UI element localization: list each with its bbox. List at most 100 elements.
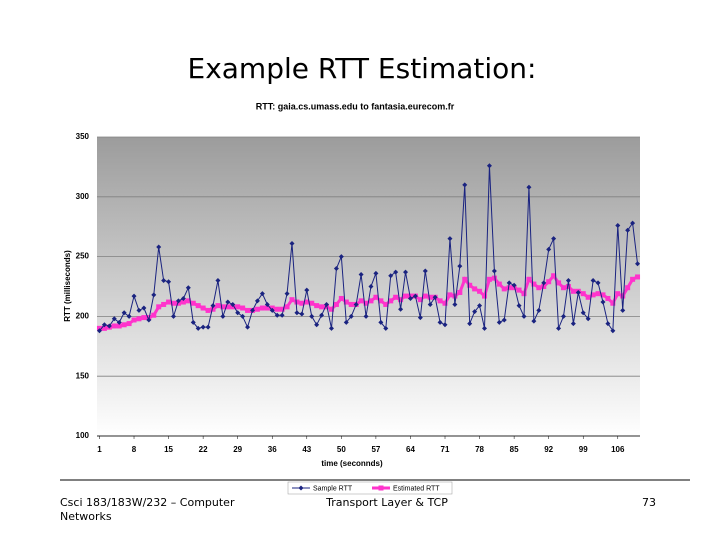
point bbox=[417, 315, 423, 321]
point bbox=[348, 301, 354, 307]
point bbox=[175, 298, 181, 304]
point bbox=[635, 261, 641, 267]
point bbox=[516, 287, 522, 293]
point bbox=[131, 317, 137, 323]
x-tick-label: 29 bbox=[233, 445, 242, 454]
point bbox=[462, 276, 468, 282]
point bbox=[610, 300, 616, 306]
point bbox=[96, 328, 102, 334]
point bbox=[210, 303, 216, 309]
point bbox=[116, 323, 122, 329]
point bbox=[536, 285, 542, 291]
y-tick-label: 300 bbox=[76, 192, 90, 201]
point bbox=[126, 321, 132, 327]
point bbox=[422, 268, 428, 274]
point bbox=[427, 301, 433, 307]
point bbox=[151, 292, 157, 298]
x-tick-label: 1 bbox=[97, 445, 102, 454]
point bbox=[215, 303, 221, 309]
point bbox=[422, 293, 428, 299]
point bbox=[457, 263, 463, 269]
point bbox=[111, 323, 117, 329]
x-tick-label: 43 bbox=[302, 445, 311, 454]
x-tick-label: 71 bbox=[441, 445, 450, 454]
point bbox=[180, 299, 186, 305]
point bbox=[378, 298, 384, 304]
point bbox=[378, 319, 384, 325]
point bbox=[486, 276, 492, 282]
point bbox=[388, 273, 394, 279]
point bbox=[343, 319, 349, 325]
point bbox=[319, 312, 325, 318]
point bbox=[620, 307, 626, 313]
point bbox=[541, 284, 547, 289]
x-tick-label: 92 bbox=[544, 445, 553, 454]
point bbox=[146, 317, 152, 323]
point bbox=[467, 321, 473, 327]
point bbox=[565, 278, 571, 284]
point bbox=[338, 295, 344, 301]
point bbox=[477, 288, 483, 294]
x-tick-label: 78 bbox=[475, 445, 484, 454]
point bbox=[482, 325, 488, 331]
chart-title: RTT: gaia.cs.umass.edu to fantasia.eurec… bbox=[256, 101, 455, 111]
point bbox=[205, 307, 211, 313]
point bbox=[491, 275, 497, 281]
point bbox=[556, 280, 562, 286]
point bbox=[491, 268, 497, 274]
point bbox=[630, 276, 636, 282]
x-tick-label: 106 bbox=[611, 445, 625, 454]
legend bbox=[287, 481, 453, 495]
point bbox=[585, 316, 591, 322]
point bbox=[496, 319, 502, 325]
point bbox=[333, 301, 339, 307]
point bbox=[259, 305, 265, 311]
point bbox=[141, 315, 147, 321]
point bbox=[190, 319, 196, 325]
slide-title: Example RTT Estimation: bbox=[188, 52, 537, 85]
point bbox=[570, 321, 576, 327]
point bbox=[235, 310, 241, 316]
point bbox=[600, 299, 606, 305]
point bbox=[447, 292, 453, 298]
point bbox=[630, 220, 636, 226]
point bbox=[101, 322, 107, 328]
point bbox=[482, 293, 488, 299]
point bbox=[625, 285, 631, 291]
point bbox=[605, 295, 611, 301]
point bbox=[610, 328, 616, 334]
y-tick-label: 150 bbox=[76, 371, 90, 380]
legend-label: Sample RTT bbox=[313, 485, 353, 492]
x-tick-label: 64 bbox=[406, 445, 415, 454]
point bbox=[615, 223, 621, 229]
point bbox=[565, 284, 571, 289]
point bbox=[467, 282, 473, 288]
point bbox=[151, 312, 157, 318]
y-tick-label: 200 bbox=[76, 312, 90, 321]
point bbox=[575, 289, 581, 295]
point bbox=[442, 300, 448, 306]
point bbox=[195, 303, 201, 309]
point bbox=[156, 244, 162, 250]
point bbox=[240, 305, 246, 311]
y-tick-label: 350 bbox=[76, 132, 90, 141]
point bbox=[166, 279, 172, 285]
point bbox=[294, 310, 300, 316]
point bbox=[215, 278, 221, 284]
point bbox=[506, 285, 512, 291]
page-number: 73 bbox=[642, 496, 656, 509]
point bbox=[506, 280, 512, 286]
point bbox=[333, 266, 339, 272]
point bbox=[556, 325, 562, 331]
point bbox=[314, 303, 320, 309]
point bbox=[541, 280, 547, 286]
point bbox=[526, 184, 532, 190]
point bbox=[615, 291, 621, 297]
point bbox=[600, 292, 606, 298]
point bbox=[161, 278, 167, 284]
point bbox=[403, 293, 409, 299]
point bbox=[171, 313, 177, 319]
point bbox=[324, 301, 330, 307]
point bbox=[447, 236, 453, 242]
x-tick-label: 15 bbox=[164, 445, 173, 454]
